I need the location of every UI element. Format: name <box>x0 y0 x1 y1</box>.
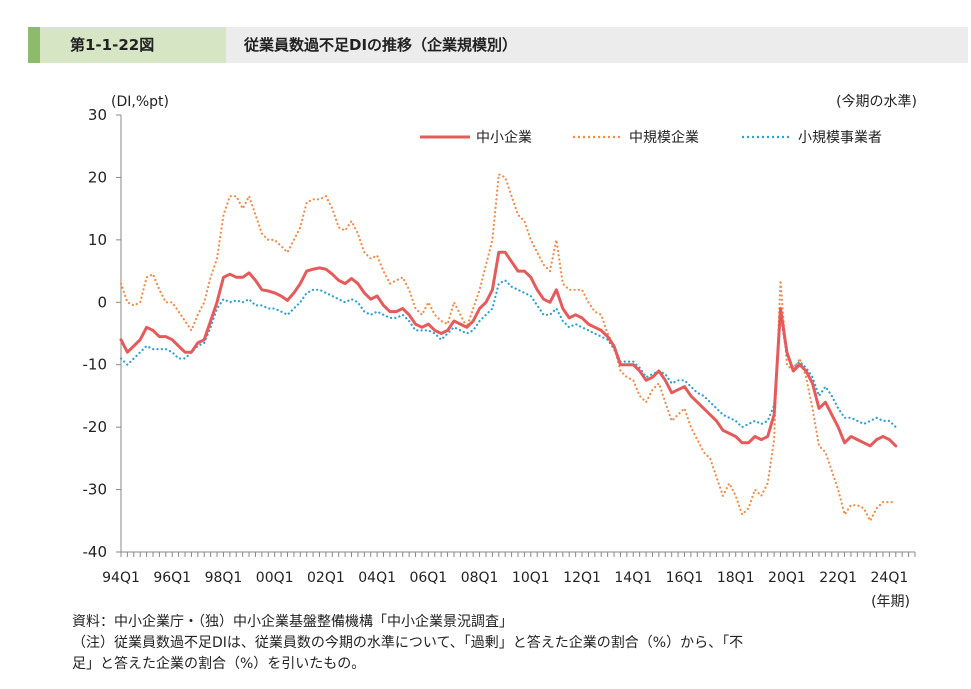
y-axis-ticks: 30 20 10 0 -10 -20 -30 -40 <box>83 106 122 561</box>
x-tick-label: 22Q1 <box>819 570 857 586</box>
figure-number: 第1-1-22図 <box>40 27 226 63</box>
note-line-2: 足」と答えた企業の割合（%）を引いたもの。 <box>72 656 366 672</box>
line-chart: 30 20 10 0 -10 -20 -30 -40 94Q1 96Q1 98Q1 00Q1 02Q1… <box>83 94 918 610</box>
series-line-small <box>119 279 897 429</box>
y-tick-label: -30 <box>83 481 108 499</box>
legend-label-small: 小規模事業者 <box>798 130 882 146</box>
y-tick-label: 0 <box>97 293 107 311</box>
series-line-medium <box>119 173 897 522</box>
y-axis-label: (DI,%pt) <box>111 94 169 110</box>
header-accent-bar <box>28 27 40 63</box>
note-line-1: （注）従業員数過不足DIは、従業員数の今期の水準について、「過剰」と答えた企業の… <box>72 635 744 651</box>
y-tick-label: 10 <box>88 231 107 249</box>
x-tick-label: 16Q1 <box>666 570 704 586</box>
x-tick-label: 20Q1 <box>768 570 806 586</box>
series-line-small-medium <box>119 250 898 448</box>
x-tick-label: 94Q1 <box>102 570 140 586</box>
x-tick-label: 98Q1 <box>205 570 243 586</box>
y-tick-label: -20 <box>83 418 108 436</box>
notes: 資料：中小企業庁・（独）中小企業基盤整備機構「中小企業景況調査」 （注）従業員数… <box>72 612 952 675</box>
x-axis: 94Q1 96Q1 98Q1 00Q1 02Q1 04Q1 06Q1 08Q1 10Q1 12Q1… <box>102 551 916 586</box>
y-tick-label: 30 <box>88 106 107 124</box>
x-tick-label: 00Q1 <box>256 570 294 586</box>
legend: 中小企業 中規模企業 小規模事業者 <box>420 129 882 146</box>
y-tick-label: -10 <box>83 356 108 374</box>
legend-label-medium: 中規模企業 <box>629 129 699 146</box>
x-tick-label: 96Q1 <box>153 570 191 586</box>
figure-title: 従業員数過不足DIの推移（企業規模別） <box>244 36 518 54</box>
x-tick-label: 02Q1 <box>307 570 345 586</box>
x-tick-label: 06Q1 <box>409 570 447 586</box>
legend-label-small-medium: 中小企業 <box>476 129 532 146</box>
figure-header: 第1-1-22図 従業員数過不足DIの推移（企業規模別） <box>28 27 968 63</box>
x-tick-label: 08Q1 <box>461 570 499 586</box>
x-tick-label: 18Q1 <box>717 570 755 586</box>
x-axis-label: (年期) <box>871 594 910 610</box>
x-tick-label: 04Q1 <box>358 570 396 586</box>
x-tick-label: 10Q1 <box>512 570 550 586</box>
series-lines <box>119 173 898 522</box>
x-tick-label: 12Q1 <box>563 570 601 586</box>
y-axis-label-right: (今期の水準) <box>836 94 917 110</box>
source-note: 資料：中小企業庁・（独）中小企業基盤整備機構「中小企業景況調査」 <box>72 614 513 630</box>
x-tick-label: 14Q1 <box>614 570 652 586</box>
x-tick-label: 24Q1 <box>871 570 909 586</box>
y-tick-label: 20 <box>88 168 107 186</box>
y-tick-label: -40 <box>83 543 108 561</box>
